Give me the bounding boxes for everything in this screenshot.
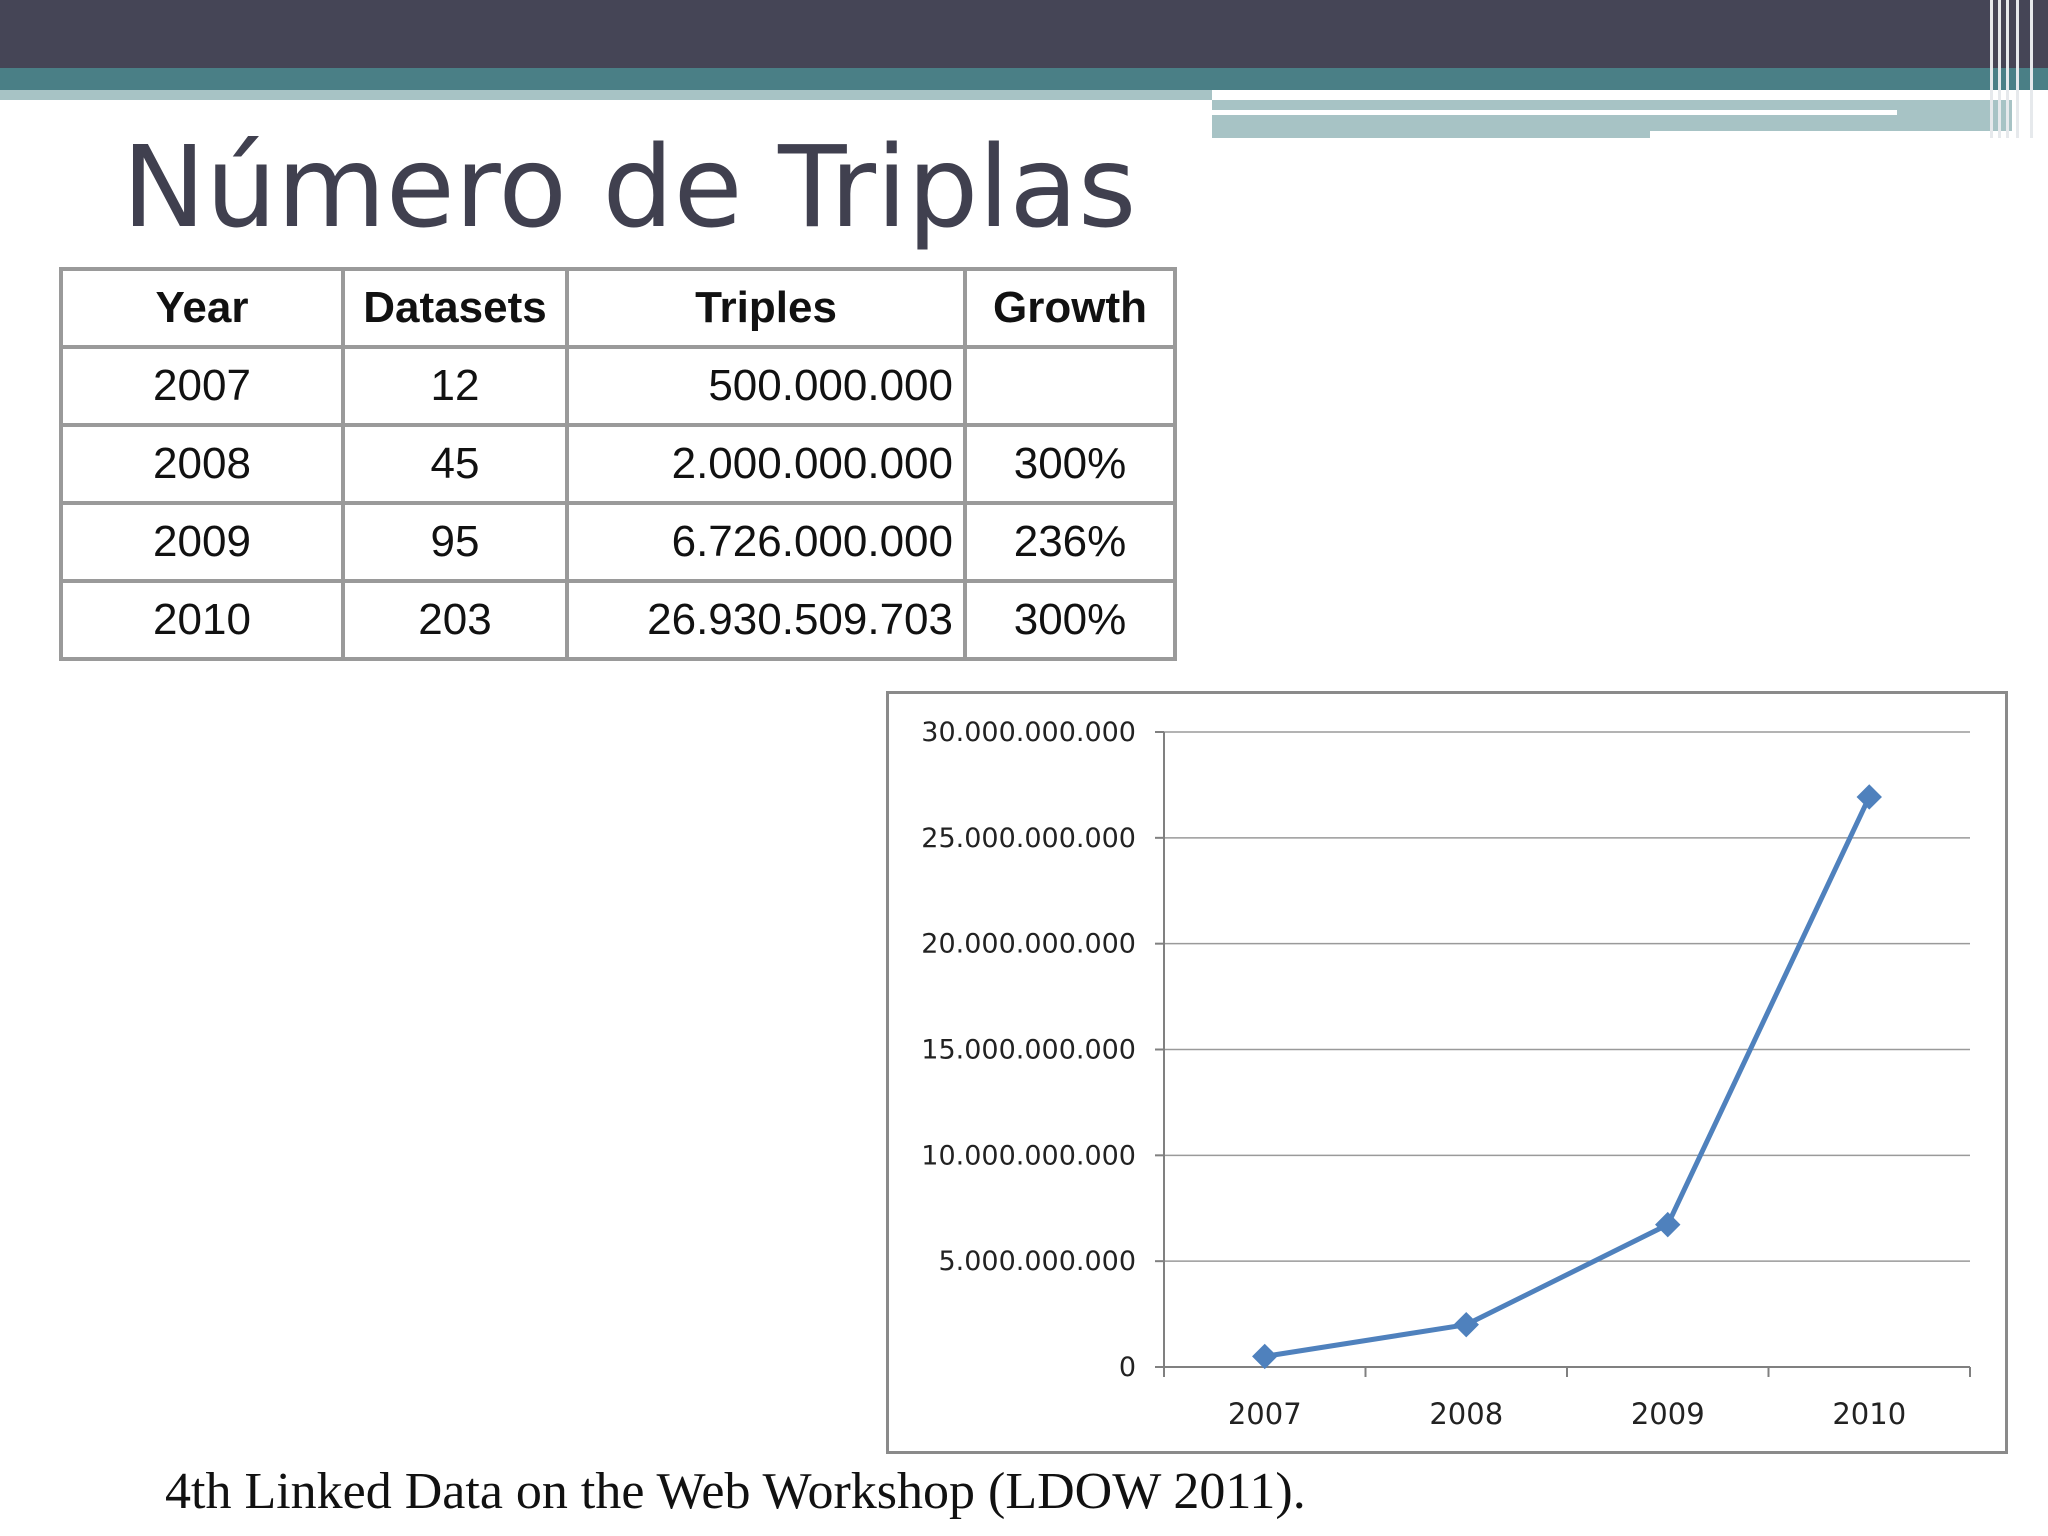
chart-canvas: 0 5.000.000.000 10.000.000.000 15.000.000.0… bbox=[921, 717, 1971, 1431]
edge-stripe bbox=[1990, 0, 1993, 138]
edge-stripe bbox=[2016, 0, 2019, 138]
edge-stripe bbox=[2006, 0, 2009, 138]
x-tick-label: 2009 bbox=[1631, 1397, 1705, 1431]
cell-growth: 300% bbox=[963, 423, 1177, 505]
table-row: 2007 12 500.000.000 bbox=[59, 345, 1177, 427]
cell-year: 2008 bbox=[59, 423, 345, 505]
y-tick-label: 15.000.000.000 bbox=[921, 1035, 1136, 1066]
y-tick-label: 20.000.000.000 bbox=[921, 929, 1136, 960]
series-line bbox=[1264, 795, 1872, 1359]
data-point-marker bbox=[1856, 784, 1882, 810]
accent-line bbox=[1650, 131, 2012, 138]
y-tick-label: 0 bbox=[1119, 1352, 1136, 1383]
cell-year: 2010 bbox=[59, 579, 345, 661]
cell-year: 2009 bbox=[59, 501, 345, 583]
header-triples: Triples bbox=[565, 267, 967, 349]
source-citation: 4th Linked Data on the Web Workshop (LDO… bbox=[165, 1463, 1306, 1520]
header-datasets: Datasets bbox=[341, 267, 569, 349]
top-teal-bar bbox=[0, 68, 2048, 90]
top-light-bar bbox=[0, 90, 1212, 100]
cell-triples: 6.726.000.000 bbox=[565, 501, 967, 583]
header-year: Year bbox=[59, 267, 345, 349]
x-tick-label: 2008 bbox=[1429, 1397, 1503, 1431]
accent-line bbox=[1212, 110, 1897, 115]
cell-datasets: 95 bbox=[341, 501, 569, 583]
header-growth: Growth bbox=[963, 267, 1177, 349]
table-row: 2008 45 2.000.000.000 300% bbox=[59, 423, 1177, 505]
edge-stripe bbox=[2030, 0, 2033, 138]
cell-growth: 300% bbox=[963, 579, 1177, 661]
y-tick-label: 5.000.000.000 bbox=[938, 1246, 1136, 1277]
cell-datasets: 203 bbox=[341, 579, 569, 661]
table-row: 2009 95 6.726.000.000 236% bbox=[59, 501, 1177, 583]
y-tick-label: 25.000.000.000 bbox=[921, 823, 1136, 854]
line-chart: 0 5.000.000.000 10.000.000.000 15.000.000.0… bbox=[886, 691, 2008, 1454]
cell-triples: 500.000.000 bbox=[565, 345, 967, 427]
data-point-marker bbox=[1252, 1343, 1278, 1370]
x-tick-label: 2007 bbox=[1228, 1397, 1302, 1431]
cell-triples: 2.000.000.000 bbox=[565, 423, 967, 505]
cell-datasets: 45 bbox=[341, 423, 569, 505]
y-tick-label: 10.000.000.000 bbox=[921, 1140, 1136, 1171]
data-point-marker bbox=[1453, 1311, 1479, 1338]
top-dark-bar bbox=[0, 0, 2048, 68]
x-tick-label: 2010 bbox=[1832, 1397, 1906, 1431]
cell-year: 2007 bbox=[59, 345, 345, 427]
table-row: 2010 203 26.930.509.703 300% bbox=[59, 579, 1177, 661]
cell-datasets: 12 bbox=[341, 345, 569, 427]
cell-growth: 236% bbox=[963, 501, 1177, 583]
data-point-marker bbox=[1655, 1211, 1681, 1238]
cell-growth bbox=[963, 345, 1177, 427]
y-tick-label: 30.000.000.000 bbox=[921, 717, 1136, 748]
cell-triples: 26.930.509.703 bbox=[565, 579, 967, 661]
table-header-row: Year Datasets Triples Growth bbox=[59, 267, 1177, 349]
edge-stripe bbox=[1998, 0, 2001, 138]
slide-title: Número de Triplas bbox=[122, 123, 1137, 253]
triples-table: Year Datasets Triples Growth 2007 12 500… bbox=[59, 267, 1177, 661]
